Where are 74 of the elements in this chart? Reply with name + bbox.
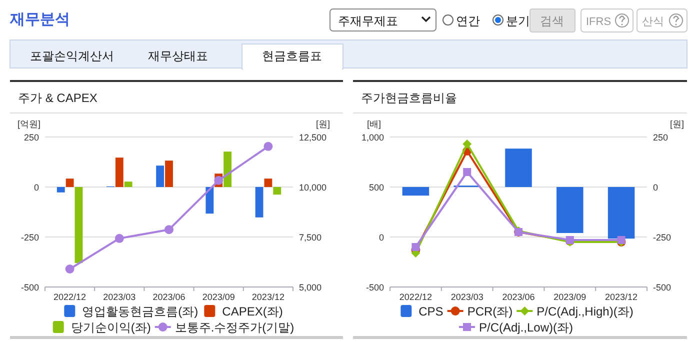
bar [264,178,272,187]
y-tick-label: -250 [20,232,39,242]
bar [74,187,83,263]
bar [608,187,635,239]
text: 재무상태표 [148,49,208,63]
y2-axis-title: [원] [670,119,684,129]
legend-label: P/C(Adj.,High)(좌) [536,304,634,318]
x-tick-label: 2023/03 [103,292,136,302]
point [114,234,124,243]
x-tick-label: 2022/12 [399,292,432,302]
legend-label: P/C(Adj.,Low)(좌) [478,320,574,334]
point [462,140,472,148]
text: 검색 [540,14,564,28]
x-tick-label: 2023/09 [202,292,235,302]
point [264,142,273,151]
text: 산식 [642,16,664,28]
text: 주재무제표 [338,14,398,28]
text: 현금흐름표 [262,49,322,63]
text: 분기 [506,14,530,28]
bar [124,182,132,187]
y-axis-title: [배] [366,119,382,129]
y-axis-title: [억원] [17,119,41,129]
legend-label: 보통주.수정주가(기말) [174,320,294,334]
bar [115,158,124,187]
text: 포괄손익계산서 [30,49,114,63]
y-tick-label: -500 [20,282,39,292]
x-tick-label: 2023/12 [605,292,638,302]
bar [556,187,584,233]
point [164,225,174,234]
y-tick-label: 1,000 [361,132,384,142]
y2-tick-label: 12,500 [299,132,327,142]
legend-label: 영업활동현금흐름(좌) [82,304,198,318]
bar [224,152,232,187]
legend-label: CPS [418,304,444,318]
bar [206,187,214,214]
y-tick-label: 0 [378,232,384,242]
y2-tick-label: 10,000 [299,182,327,192]
bar [165,160,173,187]
bar [255,187,264,218]
x-tick-label: 2023/12 [252,292,284,302]
y2-tick-label: 250 [653,132,668,142]
x-tick-label: 2023/06 [502,292,535,302]
y2-tick-label: 0 [653,182,658,192]
chart-title: 주가현금흐름비율 [361,91,457,105]
y2-tick-label: -250 [653,232,672,242]
y-tick-label: 500 [368,182,384,192]
text: 재무분석 [9,11,70,28]
y-tick-label: -500 [366,282,384,292]
x-tick-label: 2023/09 [554,292,586,302]
y2-tick-label: 5,000 [299,282,322,292]
bar [66,178,74,187]
bar [505,148,532,187]
x-tick-label: 2023/03 [450,292,484,302]
y2-tick-label: 7,500 [299,232,322,242]
bar [156,166,164,187]
text: 연간 [456,14,480,28]
legend-label: PCR(좌) [467,304,513,318]
y-tick-label: 250 [24,132,39,142]
point [65,264,74,274]
point [463,168,472,176]
point [412,243,420,251]
bar [273,187,282,195]
chart-title: 주가 & CAPEX [18,91,98,105]
y2-axis-title: [원] [316,119,330,129]
y2-tick-label: -500 [653,282,672,292]
legend-label: CAPEX(좌) [222,304,283,318]
bar [56,187,65,192]
y-tick-label: 0 [34,182,39,192]
text: IFRS [586,16,612,28]
x-tick-label: 2023/06 [152,292,186,302]
bar [402,187,430,196]
point [617,236,626,244]
legend-label: 당기순이익(좌) [70,320,151,334]
x-tick-label: 2022/12 [54,292,86,302]
